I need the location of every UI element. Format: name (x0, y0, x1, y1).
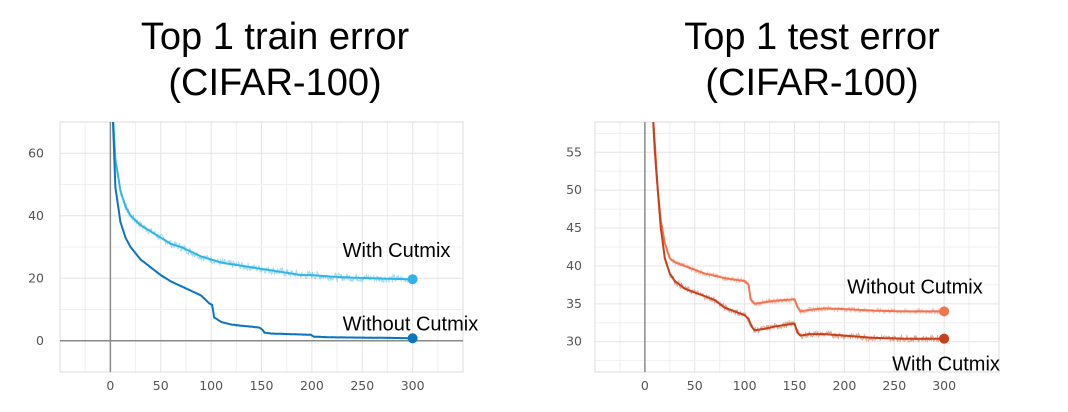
left-chart-title-line1: Top 1 train error (140, 16, 410, 58)
y-tick-label: 20 (28, 270, 44, 285)
x-tick-label: 250 (350, 378, 374, 393)
series-annotation: Without Cutmix (343, 313, 479, 335)
y-tick-label: 40 (28, 208, 44, 223)
x-tick-label: 300 (401, 378, 425, 393)
x-tick-label: 250 (882, 378, 906, 393)
y-tick-label: 40 (566, 258, 582, 273)
x-tick-label: 0 (106, 378, 114, 393)
series-line (652, 122, 945, 340)
series-line (112, 122, 413, 281)
x-tick-label: 100 (733, 378, 757, 393)
right-chart-title: Top 1 test error (CIFAR-100) (652, 14, 972, 106)
series-1 (652, 122, 945, 316)
chart-1: 0 50 100 150 200 250 300 0 20 40 60 With Cutmix With… (28, 121, 479, 393)
x-tick-label: 200 (832, 378, 856, 393)
series-2 (652, 122, 945, 344)
x-tick-label: 300 (932, 378, 956, 393)
left-chart-title: Top 1 train error (CIFAR-100) (115, 14, 435, 106)
y-tick-label: 30 (566, 334, 582, 349)
left-chart-title-line2: (CIFAR-100) (168, 62, 382, 104)
series-line (652, 122, 945, 313)
y-tick-label: 0 (36, 333, 44, 348)
x-tick-label: 50 (153, 378, 169, 393)
x-tick-label: 150 (250, 378, 274, 393)
y-tick-label: 60 (28, 145, 44, 160)
series-end-marker (407, 333, 418, 344)
y-tick-label: 35 (566, 296, 582, 311)
series-end-marker (939, 333, 950, 344)
series-line (111, 122, 413, 340)
series-end-marker (407, 274, 418, 285)
x-tick-label: 200 (300, 378, 324, 393)
series-end-marker (939, 306, 950, 317)
plot-frame (59, 121, 464, 373)
series-raw-line (112, 122, 413, 340)
right-chart-title-line2: (CIFAR-100) (705, 62, 919, 104)
series-2 (111, 122, 413, 340)
y-tick-label: 45 (566, 220, 582, 235)
x-tick-label: 0 (641, 378, 649, 393)
x-tick-label: 50 (687, 378, 703, 393)
y-tick-label: 55 (566, 144, 582, 159)
x-tick-label: 150 (783, 378, 807, 393)
x-tick-label: 100 (199, 378, 223, 393)
series-annotation: Without Cutmix (847, 276, 983, 298)
y-tick-label: 50 (566, 182, 582, 197)
series-annotation: With Cutmix (343, 240, 451, 262)
series-annotation: With Cutmix (892, 354, 1000, 376)
series-raw-line (112, 122, 414, 284)
series-1 (112, 122, 414, 284)
plot-frame (594, 121, 1000, 373)
chart-2: 0 50 100 150 200 250 300 30 35 40 45 50 55 Without Cu… (566, 121, 1000, 393)
right-chart-title-line1: Top 1 test error (684, 16, 940, 58)
